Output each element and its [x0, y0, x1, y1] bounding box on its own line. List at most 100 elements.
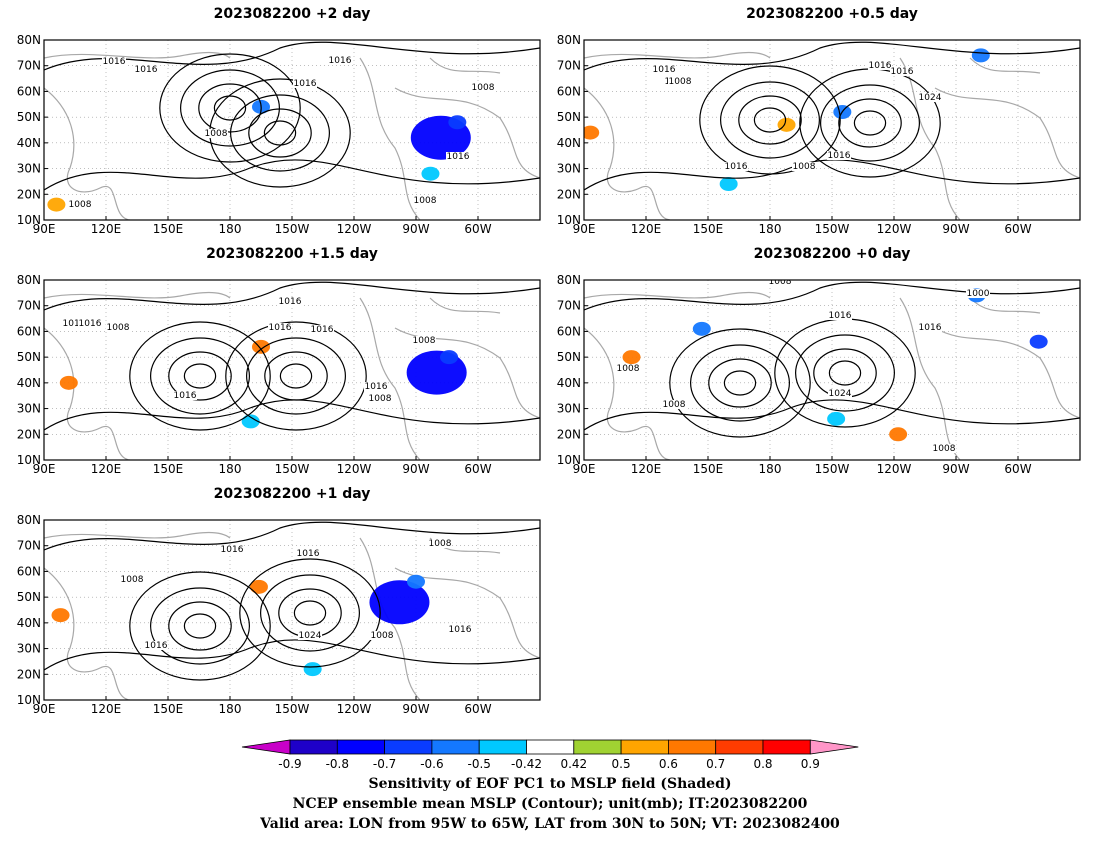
mslp-contour — [183, 613, 217, 639]
contour-label-bg — [966, 289, 990, 298]
contour-label-bg — [918, 323, 942, 332]
sensitivity-shading — [448, 115, 467, 130]
mslp-contour — [584, 41, 1080, 71]
contour-label-bg — [932, 444, 956, 453]
colorbar-swatch — [526, 739, 575, 755]
x-tick-label: 90W — [942, 222, 969, 236]
y-tick-label: 60N — [557, 324, 581, 338]
x-tick-label: 60W — [1004, 462, 1031, 476]
mslp-contour — [129, 571, 271, 681]
x-tick-label: 90W — [402, 222, 429, 236]
mslp-contour — [213, 95, 247, 121]
mslp-contour — [820, 84, 921, 162]
coastline — [44, 51, 231, 59]
y-tick-label: 60N — [17, 564, 41, 578]
contour-label-bg — [62, 319, 86, 328]
coastline — [44, 87, 131, 220]
contour-label: 1016 — [919, 323, 942, 333]
contour-label: 1016 — [653, 65, 676, 75]
coastline — [934, 327, 1080, 419]
y-tick-label: 10N — [17, 213, 41, 227]
contour-label: 1008 — [663, 400, 686, 410]
contour-label: 1016 — [63, 319, 86, 329]
colorbar-swatch — [478, 739, 527, 755]
y-tick-label: 60N — [17, 324, 41, 338]
contour-label-bg — [890, 67, 914, 76]
sensitivity-shading — [692, 321, 711, 336]
map-panel-plus-1-day: 1016 1016 1008 1008 1016 1024 1008 1016 90E 120E 1… — [0, 508, 541, 718]
contour-label-bg — [364, 382, 388, 391]
sensitivity-shading — [51, 608, 70, 623]
colorbar-swatch — [384, 739, 433, 755]
y-tick-label: 10N — [17, 693, 41, 707]
y-tick-label: 40N — [557, 136, 581, 150]
contour-label: 1016 — [79, 319, 102, 329]
contour-label-bg — [220, 545, 244, 554]
y-tick-label: 30N — [17, 402, 41, 416]
caption-line-1: Sensitivity of EOF PC1 to MSLP field (Sh… — [368, 776, 732, 792]
x-tick-label: 120W — [877, 222, 912, 236]
coastline — [584, 327, 671, 460]
contour-label: 1008 — [414, 196, 437, 206]
coastline — [394, 567, 540, 659]
contour-label-bg — [428, 539, 452, 548]
x-tick-label: 150E — [693, 462, 724, 476]
y-tick-label: 80N — [557, 33, 581, 47]
contour-label-bg — [868, 61, 892, 70]
y-tick-label: 30N — [17, 642, 41, 656]
contour-label: 1008 — [413, 336, 436, 346]
contour-label-bg — [446, 152, 470, 161]
colorbar-label: 0.9 — [801, 757, 820, 771]
contour-label: 1016 — [329, 56, 352, 66]
sensitivity-shading — [421, 166, 440, 181]
sensitivity-shading — [440, 350, 459, 365]
contour-label: 1008 — [69, 200, 92, 210]
contour-label: 1008 — [107, 323, 130, 333]
mslp-contour — [584, 399, 1080, 431]
contour-label: 1016 — [311, 325, 334, 335]
x-tick-label: 150E — [153, 702, 184, 716]
contour-label-bg — [918, 93, 942, 102]
sensitivity-shading — [241, 414, 260, 429]
panel-title-plus-1.5-day: 2023082200 +1.5 day — [206, 246, 378, 262]
x-tick-label: 120W — [877, 462, 912, 476]
contour-label: 1008 — [121, 575, 144, 585]
x-tick-label: 120E — [91, 222, 122, 236]
mslp-contour — [198, 83, 262, 133]
contour-label-bg — [310, 325, 334, 334]
contour-label: 1016 — [891, 67, 914, 77]
sensitivity-shading — [249, 579, 268, 594]
sensitivity-shading — [369, 580, 430, 625]
colorbar-swatch — [289, 739, 338, 755]
contour-label: 1008 — [669, 77, 692, 87]
contour-label-bg — [102, 57, 126, 66]
panel-title-plus-2-day: 2023082200 +2 day — [213, 6, 371, 22]
coastline — [429, 57, 501, 74]
contour-label: 1016 — [828, 151, 851, 161]
coastline — [44, 567, 131, 700]
x-tick-label: 90W — [402, 702, 429, 716]
colorbar-label: -0.8 — [326, 757, 349, 771]
sensitivity-shading — [584, 125, 600, 140]
colorbar-swatch — [667, 739, 717, 755]
mslp-contour — [264, 351, 328, 401]
x-tick-label: 120E — [91, 462, 122, 476]
y-tick-label: 10N — [557, 453, 581, 467]
contour-label-bg — [278, 297, 302, 306]
sensitivity-shading — [407, 574, 425, 589]
x-tick-label: 60W — [464, 222, 491, 236]
y-tick-label: 40N — [17, 376, 41, 390]
y-tick-label: 70N — [17, 299, 41, 313]
contour-label-bg — [293, 79, 317, 88]
y-tick-label: 80N — [17, 513, 41, 527]
sensitivity-shading — [622, 350, 641, 365]
contour-label-bg — [370, 631, 394, 640]
x-tick-label: 90E — [573, 222, 596, 236]
contour-label-bg — [616, 364, 640, 373]
x-tick-label: 150W — [815, 462, 850, 476]
x-tick-label: 90E — [33, 702, 56, 716]
contour-label: 1016 — [174, 391, 197, 401]
sensitivity-shading — [303, 662, 322, 677]
x-tick-label: 60W — [1004, 222, 1031, 236]
